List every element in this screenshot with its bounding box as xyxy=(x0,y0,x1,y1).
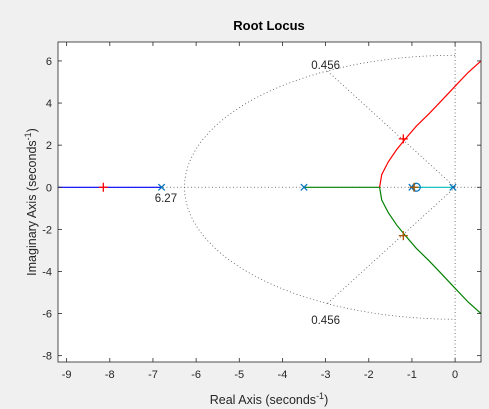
y-tick-label-5: 2 xyxy=(46,140,52,152)
y-tick-label-3: -2 xyxy=(42,224,52,236)
y-tick-label-2: -4 xyxy=(42,266,52,278)
grid-annotation-0: 0.456 xyxy=(311,60,340,72)
plot-area xyxy=(57,41,482,363)
x-axis-label-text: Real Axis (seconds xyxy=(210,393,316,407)
x-axis-label-exponent: -1 xyxy=(316,391,324,401)
x-tick-label-6: -3 xyxy=(321,369,331,381)
grid-annotation-1: 0.456 xyxy=(311,315,340,327)
closed-loop-pole-2 xyxy=(398,231,408,241)
grid-annotation-2: 6.27 xyxy=(155,193,177,205)
locus-branch-4 xyxy=(379,187,481,315)
open-loop-pole-3 xyxy=(449,183,457,191)
tick-layer: -9 -8 -7 -6 -5 -4 -3 -2 -1 0 -8 -6 -4 -2 0 2 4 6 xyxy=(42,42,481,381)
y-axis-label: Imaginary Axis (seconds-1) xyxy=(23,128,39,276)
y-tick-label-0: -8 xyxy=(42,351,52,363)
y-tick-label-7: 6 xyxy=(46,56,52,68)
x-tick-label-1: -8 xyxy=(105,369,115,381)
damping-ray-upper xyxy=(325,69,456,188)
y-axis-label-text: Imaginary Axis (seconds xyxy=(25,140,39,275)
x-tick-label-4: -5 xyxy=(234,369,244,381)
closed-loop-pole-1 xyxy=(398,134,408,144)
marker-layer: 0.456 0.456 6.27 xyxy=(98,60,457,327)
x-tick-label-8: -1 xyxy=(407,369,417,381)
y-axis-label-exponent: -1 xyxy=(23,132,33,140)
x-tick-label-3: -6 xyxy=(191,369,201,381)
open-loop-pole-1 xyxy=(300,183,308,191)
x-tick-label-0: -9 xyxy=(62,369,72,381)
open-loop-pole-0 xyxy=(157,183,166,191)
y-tick-label-1: -6 xyxy=(42,309,52,321)
series-layer xyxy=(58,60,481,315)
y-tick-label-4: 0 xyxy=(46,182,52,194)
x-tick-label-5: -4 xyxy=(278,369,288,381)
closed-loop-pole-0 xyxy=(98,182,108,192)
y-tick-label-6: 4 xyxy=(46,98,52,110)
x-axis-label: Real Axis (seconds-1) xyxy=(210,391,329,407)
x-tick-label-7: -2 xyxy=(364,369,374,381)
closed-loop-pole-3 xyxy=(409,182,419,192)
chart-title: Root Locus xyxy=(233,18,305,33)
damping-ray-lower xyxy=(325,186,456,306)
x-tick-label-2: -7 xyxy=(148,369,158,381)
locus-branch-3 xyxy=(379,60,481,188)
x-tick-label-9: 0 xyxy=(452,369,458,381)
